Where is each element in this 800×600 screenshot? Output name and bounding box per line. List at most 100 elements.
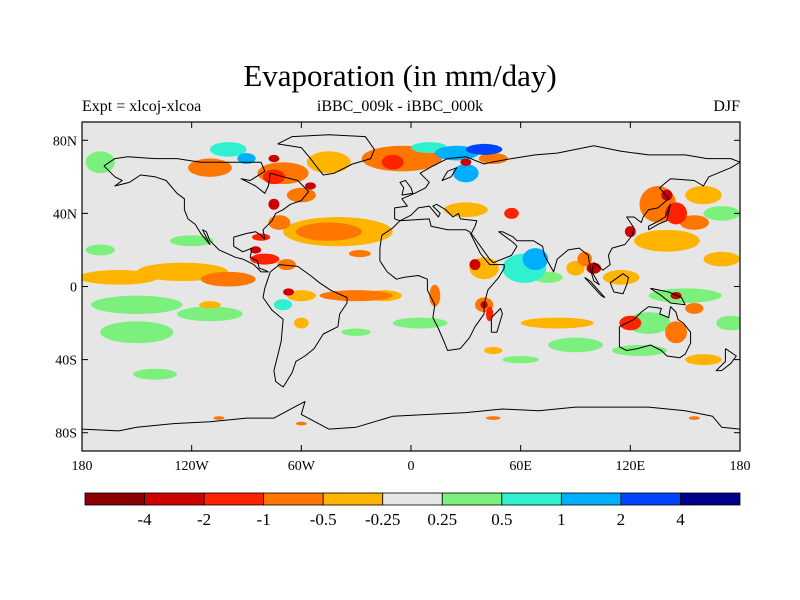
anomaly-region-66	[716, 315, 740, 331]
coastline-antarctica	[82, 401, 740, 432]
anomaly-region-70	[283, 288, 295, 296]
anomaly-region-21	[465, 143, 503, 155]
colorbar-label: -2	[197, 510, 211, 529]
axis-layer: 80N 40N 0 40S 80S 180 120W 60W 0 60E 120E 180	[53, 122, 751, 474]
anomaly-region-34	[294, 317, 309, 329]
colorbar-label: -0.5	[310, 510, 337, 529]
anomaly-region-26	[268, 215, 291, 230]
anomaly-region-5	[91, 295, 183, 314]
anomaly-region-27	[251, 233, 271, 241]
anomaly-region-4	[169, 235, 214, 247]
coastline-madagascar	[490, 307, 503, 333]
anomaly-region-42	[522, 248, 549, 271]
anomaly-region-69	[198, 301, 221, 309]
x-tick-label: 120E	[616, 459, 646, 474]
anomaly-region-46	[520, 317, 594, 329]
coastline-new-zealand	[715, 348, 737, 372]
anomaly-region-68	[703, 206, 740, 221]
anomaly-region-57	[685, 185, 722, 205]
anomaly-region-82	[295, 421, 307, 426]
colorbar-swatch-7	[501, 492, 562, 506]
coastline-australia	[618, 306, 692, 359]
coastline-british-isles	[399, 180, 414, 196]
y-tick-label: 80N	[53, 134, 77, 149]
coastline-sumatra	[584, 276, 606, 298]
anomaly-region-73	[250, 246, 262, 254]
anomaly-region-22	[209, 142, 247, 157]
anomaly-region-81	[268, 154, 280, 163]
anomaly-region-84	[688, 416, 700, 420]
anomaly-region-10	[188, 158, 232, 177]
x-tick-label: 60W	[288, 459, 316, 474]
anomaly-region-85	[213, 416, 225, 420]
anomaly-region-39	[504, 207, 519, 219]
anomaly-region-48	[485, 306, 494, 322]
anomaly-region-29	[277, 259, 296, 271]
anomaly-region-61	[626, 312, 671, 335]
colorbar-label: -0.25	[365, 510, 400, 529]
colorbar-swatch-4	[322, 492, 384, 506]
anomaly-region-38	[443, 202, 488, 218]
anomaly-region-23	[237, 153, 256, 165]
anomaly-region-62	[665, 321, 687, 344]
anomaly-region-20	[453, 164, 479, 183]
anomaly-region-19	[478, 153, 508, 165]
colorbar-swatch-6	[441, 492, 503, 506]
anomaly-region-65	[612, 344, 667, 356]
anomaly-region-54	[633, 229, 700, 252]
x-tick-label: 120W	[175, 459, 210, 474]
anomaly-region-2	[200, 271, 256, 287]
x-tick-label: 180	[72, 459, 93, 474]
colorbar-swatch-1	[144, 492, 205, 506]
anomaly-region-25	[295, 222, 362, 241]
colorbar-label: 4	[676, 510, 685, 529]
anomaly-region-12	[262, 169, 285, 185]
coastline-new-guinea	[650, 287, 686, 306]
experiment-label: Expt = xlcoj-xlcoa	[82, 98, 202, 115]
anomaly-region-53	[602, 270, 640, 285]
anomaly-layer	[82, 142, 740, 426]
map-background	[82, 122, 740, 451]
colorbar-swatch-10	[680, 492, 741, 506]
anomaly-region-83	[485, 416, 501, 420]
anomaly-region-37	[273, 299, 293, 311]
x-tick-label: 60E	[509, 459, 532, 474]
anomaly-region-49	[484, 346, 503, 355]
colorbar-label: 0.25	[427, 510, 457, 529]
anomaly-region-67	[685, 354, 722, 366]
season-label: DJF	[713, 98, 740, 115]
anomaly-region-76	[268, 198, 280, 210]
anomaly-region-16	[381, 154, 404, 170]
y-tick-label: 40S	[55, 354, 77, 369]
coastline-greenland	[277, 134, 375, 176]
colorbar-label: -1	[257, 510, 271, 529]
colorbar-swatch-0	[84, 492, 145, 506]
x-tick-label: 0	[408, 459, 415, 474]
anomaly-region-51	[548, 337, 603, 353]
coastline-layer	[82, 134, 740, 432]
anomaly-region-64	[685, 302, 704, 314]
anomaly-region-8	[85, 151, 115, 174]
colorbar-swatch-8	[560, 492, 622, 506]
anomaly-region-3	[85, 244, 115, 256]
anomaly-region-52	[502, 355, 539, 364]
colorbar-swatch-9	[620, 492, 681, 506]
coastline-borneo	[609, 273, 629, 295]
anomaly-region-35	[341, 328, 371, 336]
anomaly-region-72	[469, 259, 481, 271]
anomaly-region-6	[100, 321, 174, 344]
anomaly-region-9	[133, 368, 178, 380]
anomaly-region-75	[624, 226, 636, 238]
anomaly-region-59	[703, 251, 740, 267]
anomaly-region-33	[286, 290, 316, 302]
coastline-japan	[648, 203, 671, 231]
anomaly-region-50	[429, 284, 441, 307]
y-tick-label: 0	[70, 281, 77, 296]
anomaly-region-30	[348, 249, 371, 258]
anomaly-region-77	[460, 158, 472, 166]
comparison-label: iBBC_009k - iBBC_000k	[316, 98, 484, 115]
colorbar-label: 2	[617, 510, 626, 529]
anomaly-region-63	[619, 315, 642, 331]
colorbar-label: 1	[557, 510, 566, 529]
colorbar-swatch-5	[382, 492, 443, 506]
